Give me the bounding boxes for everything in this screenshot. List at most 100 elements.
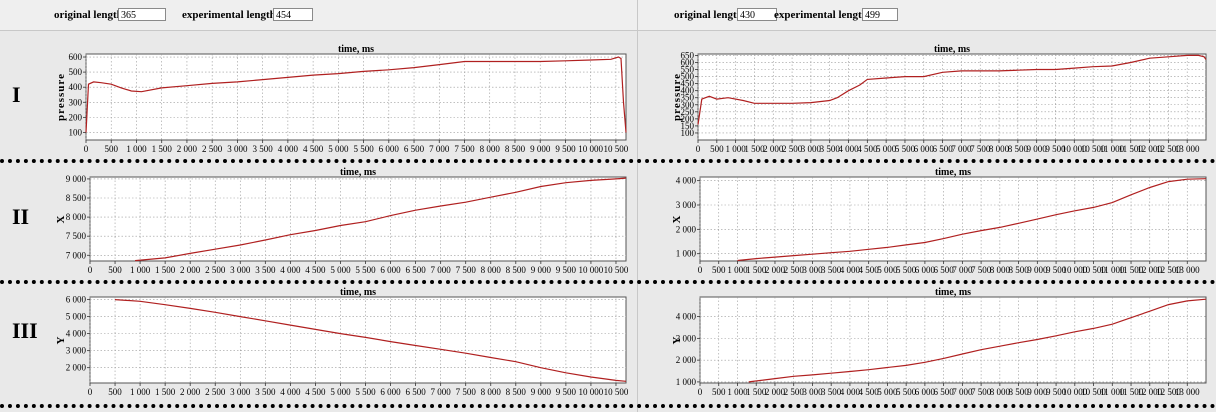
x-tick-label: 11 000 — [1100, 387, 1125, 397]
x-tick-label: 7 000 — [431, 387, 452, 397]
series-line — [135, 177, 627, 262]
x-tick-label: 6 000 — [380, 387, 401, 397]
x-tick-label: 5 500 — [355, 265, 376, 275]
x-tick-label: 3 000 — [802, 265, 823, 275]
x-tick-label: 1 500 — [155, 265, 176, 275]
row-label-i: I — [12, 82, 21, 107]
experimental-length-label: experimental length — [182, 9, 276, 21]
y-tick-label: 7 500 — [66, 231, 87, 241]
y-tick-label: 9 000 — [66, 174, 87, 184]
x-tick-label: 12 500 — [1156, 387, 1181, 397]
x-tick-label: 11 000 — [1100, 144, 1125, 154]
x-tick-label: 0 — [698, 387, 703, 397]
y-tick-label: 200 — [69, 112, 83, 122]
x-tick-label: 500 — [710, 144, 724, 154]
chart-y-left: time, ms 0 500 1 000 1 500 2 000 2 500 3 000 3 5… — [55, 287, 629, 397]
x-tick-label: 5 000 — [877, 387, 898, 397]
y-tick-label: 600 — [69, 52, 83, 62]
x-tick-label: 2 500 — [784, 265, 805, 275]
y-tick-label: 3 000 — [676, 200, 697, 210]
x-tick-label: 3 500 — [255, 265, 276, 275]
x-tick-label: 0 — [84, 144, 89, 154]
y-axis-label: pressure — [55, 73, 67, 121]
y-tick-label: 7 000 — [66, 250, 87, 260]
y-tick-label: 650 — [681, 50, 695, 60]
x-tick-label: 3 500 — [255, 387, 276, 397]
original-length-input[interactable]: 365 — [118, 8, 166, 21]
x-tick-label: 9 000 — [531, 387, 552, 397]
x-tick-label: 1 000 — [726, 144, 747, 154]
chart-title: time, ms — [340, 287, 376, 298]
series-line — [737, 178, 1207, 262]
x-tick-label: 6 500 — [405, 387, 426, 397]
x-tick-label: 10 000 — [579, 265, 604, 275]
x-tick-label: 4 500 — [859, 265, 880, 275]
x-tick-label: 7 500 — [971, 265, 992, 275]
y-tick-label: 350 — [681, 93, 695, 103]
x-tick-label: 1 500 — [746, 265, 767, 275]
x-tick-label: 6 500 — [932, 144, 953, 154]
x-tick-label: 10 500 — [604, 387, 629, 397]
original-length-input[interactable]: 430 — [737, 8, 777, 21]
x-tick-label: 5 000 — [328, 144, 349, 154]
x-tick-label: 9 000 — [531, 265, 552, 275]
plot-area — [697, 53, 1207, 141]
x-tick-label: 11 500 — [1119, 387, 1144, 397]
x-tick-label: 2 000 — [765, 387, 786, 397]
x-tick-label: 13 000 — [1175, 387, 1200, 397]
x-tick-label: 13 000 — [1175, 265, 1200, 275]
experimental-length-input[interactable]: 499 — [862, 8, 898, 21]
x-tick-label: 6 500 — [934, 265, 955, 275]
y-tick-label: 2 000 — [676, 355, 697, 365]
x-tick-label: 2 000 — [763, 144, 784, 154]
x-tick-label: 0 — [88, 387, 93, 397]
x-tick-label: 5 500 — [355, 387, 376, 397]
plot-area — [89, 296, 627, 384]
x-tick-label: 5 000 — [876, 144, 897, 154]
y-tick-label: 150 — [681, 121, 695, 131]
y-tick-label: 100 — [69, 127, 83, 137]
y-tick-label: 4 000 — [676, 312, 697, 322]
x-tick-label: 2 500 — [202, 144, 223, 154]
y-tick-label: 500 — [681, 72, 695, 82]
x-tick-label: 8 000 — [990, 265, 1011, 275]
chart-title: time, ms — [338, 44, 374, 55]
x-tick-label: 12 000 — [1137, 265, 1162, 275]
x-tick-label: 1 000 — [727, 265, 748, 275]
x-tick-label: 3 000 — [227, 144, 248, 154]
row-label-ii: II — [12, 204, 30, 229]
x-tick-label: 3 500 — [821, 265, 842, 275]
x-tick-label: 12 000 — [1137, 387, 1162, 397]
x-tick-label: 7 000 — [951, 144, 972, 154]
x-tick-label: 10 000 — [578, 144, 603, 154]
x-tick-label: 9 500 — [1046, 387, 1067, 397]
x-tick-label: 8 500 — [506, 265, 527, 275]
x-tick-label: 7 000 — [429, 144, 450, 154]
x-tick-label: 5 500 — [895, 144, 916, 154]
x-tick-label: 3 500 — [821, 387, 842, 397]
chart-title: time, ms — [934, 44, 970, 55]
x-tick-label: 4 500 — [305, 265, 326, 275]
y-tick-label: 500 — [69, 67, 83, 77]
x-tick-label: 3 500 — [820, 144, 841, 154]
series-line — [748, 298, 1207, 383]
x-tick-label: 1 500 — [155, 387, 176, 397]
series-line — [85, 56, 627, 133]
x-tick-label: 4 000 — [838, 144, 859, 154]
x-tick-label: 4 000 — [280, 265, 301, 275]
x-tick-label: 5 000 — [877, 265, 898, 275]
x-tick-label: 2 500 — [205, 265, 226, 275]
y-tick-label: 8 500 — [66, 193, 87, 203]
x-tick-label: 7 000 — [952, 387, 973, 397]
x-tick-label: 0 — [696, 144, 701, 154]
y-tick-label: 600 — [681, 57, 695, 67]
experimental-length-input[interactable]: 454 — [273, 8, 313, 21]
y-axis-label: X — [671, 215, 683, 224]
x-tick-label: 6 000 — [915, 387, 936, 397]
x-tick-label: 0 — [698, 265, 703, 275]
x-tick-label: 1 500 — [152, 144, 173, 154]
x-tick-label: 8 000 — [480, 144, 501, 154]
x-tick-label: 5 500 — [353, 144, 374, 154]
